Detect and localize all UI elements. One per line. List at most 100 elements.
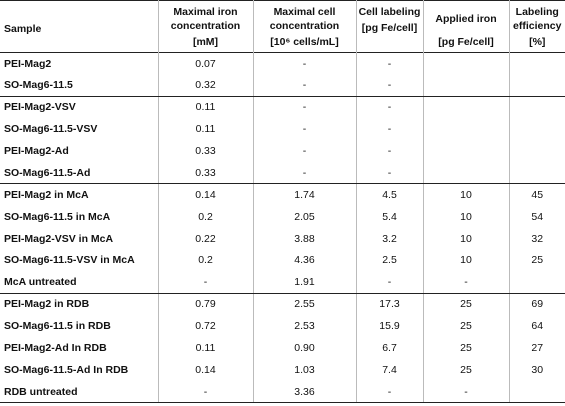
sample-cell: PEI-Mag2-VSV in McA [4, 232, 114, 245]
cell-labeling-cell: 5.4 [355, 205, 423, 228]
table-row: PEI-Mag2-Ad 0.33- - [0, 140, 565, 162]
sample-cell: RDB untreated [0, 380, 158, 404]
sample-cell: PEI-Mag2-Ad In RDB [4, 342, 107, 355]
iron-concentration-unit: [mM] [192, 36, 219, 48]
cell-concentration-cell: 1.91 [252, 271, 356, 294]
sample-cell: PEI-Mag2 [4, 57, 52, 70]
iron-concentration-cell: - [157, 380, 253, 404]
cell-labeling-cell: - [355, 74, 423, 97]
table-row: PEI-Mag2-Ad In RDB 0.11 0.90 6.7 25 27 [0, 337, 565, 359]
cell-labeling-cell: - [355, 140, 423, 162]
iron-concentration-cell: 0.11 [157, 337, 253, 359]
applied-iron-cell [422, 96, 509, 119]
table-row: SO-Mag6-11.5-VSV in McA 0.2 4.36 2.5 10 25 [0, 249, 565, 272]
cell-concentration-cell: - [252, 140, 356, 162]
cell-labeling-cell: 3.2 [355, 227, 423, 250]
applied-iron-cell: 25 [422, 293, 509, 316]
applied-iron-cell [422, 74, 509, 97]
sample-cell: SO-Mag6-11.5 [0, 74, 158, 97]
cell-concentration-cell: 2.05 [252, 205, 356, 228]
cell-concentration-cell: 3.36 [252, 380, 356, 404]
table-row: PEI-Mag2 in RDB 0.79 2.55 17.3 25 69 [0, 293, 565, 316]
labeling-efficiency-cell [508, 118, 565, 141]
sample-cell: PEI-Mag2 in McA [4, 189, 89, 202]
cell-labeling-cell: - [355, 52, 423, 75]
iron-concentration-cell: 0.14 [157, 358, 253, 381]
iron-concentration-cell: 0.79 [157, 293, 253, 316]
cell-concentration-cell: - [252, 118, 356, 141]
labeling-efficiency-cell [508, 74, 565, 97]
applied-iron-title: Applied iron [435, 13, 497, 25]
labeling-efficiency-cell [508, 380, 565, 404]
table-row: SO-Mag6-11.5 0.32- - [0, 74, 565, 97]
sample-cell: PEI-Mag2 in RDB [4, 298, 90, 311]
applied-iron-cell: 25 [422, 358, 509, 381]
table-row: RDB untreated -3.36- - [0, 380, 565, 404]
applied-iron-cell [422, 52, 509, 75]
applied-iron-cell [422, 161, 509, 185]
cell-labeling-cell: - [355, 271, 423, 294]
applied-iron-unit: [pg Fe/cell] [438, 36, 494, 48]
labeling-efficiency-cell: 30 [508, 358, 565, 381]
cell-labeling-cell: - [355, 380, 423, 404]
cell-labeling-cell: 7.4 [355, 358, 423, 381]
cell-concentration-header: Maximal cell concentration [10⁶ cells/mL… [252, 0, 356, 53]
iron-concentration-cell: 0.11 [157, 118, 253, 141]
sample-cell: PEI-Mag2-VSV [4, 101, 76, 114]
cell-labeling-cell: 2.5 [355, 249, 423, 272]
iron-concentration-cell: - [157, 271, 253, 294]
applied-iron-cell: 10 [422, 205, 509, 228]
cell-labeling-cell: 6.7 [355, 337, 423, 359]
cell-concentration-cell: 3.88 [252, 227, 356, 250]
table-row: SO-Mag6-11.5-Ad 0.33- - [0, 161, 565, 185]
labeling-efficiency-cell: 45 [508, 183, 565, 206]
cell-labeling-cell: 4.5 [355, 183, 423, 206]
cell-concentration-cell: 4.36 [252, 249, 356, 272]
iron-concentration-cell: 0.72 [157, 315, 253, 338]
applied-iron-header: Applied iron [pg Fe/cell] [422, 0, 509, 53]
sample-cell: SO-Mag6-11.5 in McA [4, 210, 111, 223]
table-row: McA untreated -1.91- - [0, 271, 565, 294]
table-row: SO-Mag6-11.5 in McA 0.2 2.05 5.4 10 54 [0, 205, 565, 228]
table-row: PEI-Mag2-VSV 0.11- - [0, 96, 565, 119]
labeling-efficiency-cell: 27 [508, 337, 565, 359]
iron-concentration-cell: 0.33 [157, 161, 253, 185]
iron-concentration-cell: 0.32 [157, 74, 253, 97]
cell-concentration-cell: 1.03 [252, 358, 356, 381]
iron-concentration-cell: 0.07 [157, 52, 253, 75]
iron-concentration-cell: 0.11 [157, 96, 253, 119]
applied-iron-cell: - [422, 380, 509, 404]
table-row: SO-Mag6-11.5 in RDB 0.72 2.53 15.9 25 64 [0, 315, 565, 338]
cell-concentration-cell: 2.53 [252, 315, 356, 338]
applied-iron-cell: 10 [422, 249, 509, 272]
sample-header: Sample [4, 22, 42, 35]
iron-concentration-cell: 0.2 [157, 249, 253, 272]
sample-cell: McA untreated [0, 271, 158, 294]
sample-cell: SO-Mag6-11.5 in RDB [4, 320, 111, 333]
table-row: SO-Mag6-11.5-Ad In RDB 0.14 1.03 7.4 25 30 [0, 358, 565, 381]
table-row: PEI-Mag2 0.07- - [0, 52, 565, 75]
cell-concentration-cell: - [252, 52, 356, 75]
labeling-efficiency-cell [508, 140, 565, 162]
labeling-efficiency-cell: 25 [508, 249, 565, 272]
iron-concentration-title: Maximal iron concentration [170, 6, 241, 32]
sample-cell: SO-Mag6-11.5-VSV [4, 123, 98, 136]
labeling-efficiency-cell [508, 96, 565, 119]
applied-iron-cell: 10 [422, 227, 509, 250]
table-row: PEI-Mag2 in McA 0.14 1.74 4.5 10 45 [0, 183, 565, 206]
table-body: PEI-Mag2 0.07- - SO-Mag6-11.5 0.32- - PEI-Mag2… [0, 52, 565, 404]
header-row: Sample Maximal iron concentration [mM] M… [0, 0, 565, 53]
labeling-efficiency-header: Labeling efficiency [%] [508, 0, 565, 53]
labeling-efficiency-unit: [%] [529, 36, 546, 48]
applied-iron-cell: - [422, 271, 509, 294]
applied-iron-cell [422, 118, 509, 141]
sample-cell: SO-Mag6-11.5-Ad [0, 161, 158, 185]
cell-labeling-cell: - [355, 161, 423, 185]
cell-labeling-unit: [pg Fe/cell] [361, 22, 418, 34]
labeling-efficiency-cell: 64 [508, 315, 565, 338]
iron-concentration-cell: 0.33 [157, 140, 253, 162]
labeling-efficiency-cell [508, 52, 565, 75]
cell-labeling-cell: 17.3 [355, 293, 423, 316]
cell-labeling-cell: 15.9 [355, 315, 423, 338]
